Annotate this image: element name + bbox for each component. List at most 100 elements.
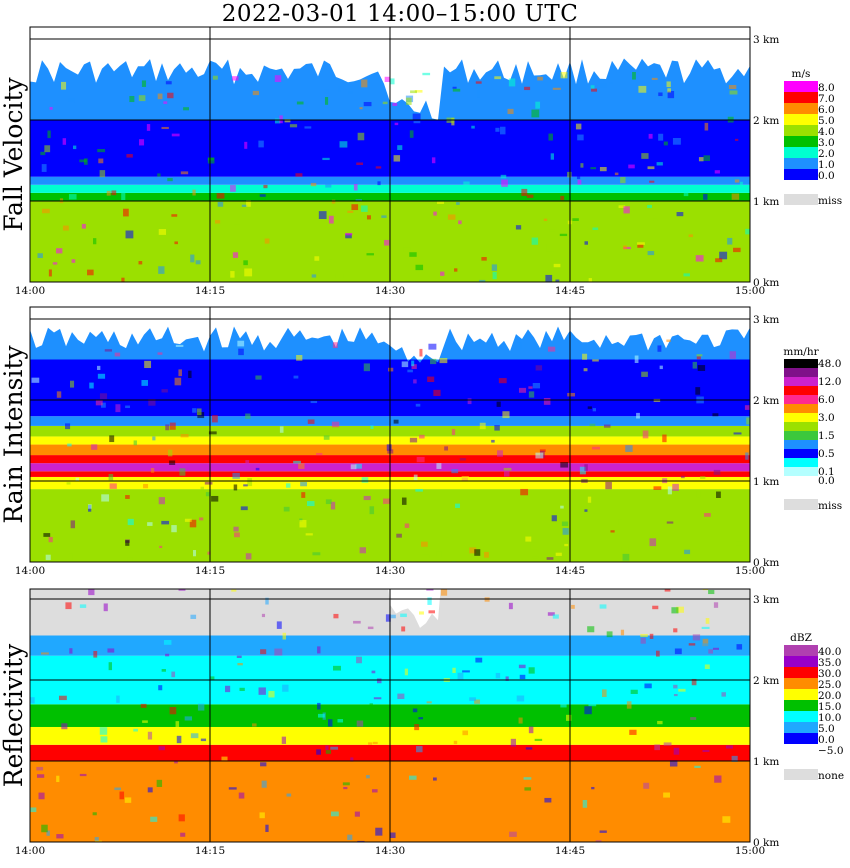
heat-speckle — [688, 234, 693, 238]
heat-speckle — [167, 449, 173, 457]
heat-speckle — [158, 746, 165, 751]
heat-speckle — [495, 672, 501, 679]
heat-speckle — [626, 701, 632, 709]
heat-speckle — [324, 88, 329, 94]
heat-speckle — [361, 477, 369, 483]
heat-speckle — [174, 377, 182, 386]
heat-speckle — [529, 796, 537, 801]
heat-speckle — [289, 124, 298, 128]
heat-speckle — [657, 345, 662, 352]
legend-missing-swatch — [784, 499, 818, 510]
heat-speckle — [163, 640, 172, 645]
heat-speckle — [356, 656, 362, 664]
heat-speckle — [721, 692, 726, 697]
legend-swatch — [784, 386, 818, 395]
heat-speckle — [169, 422, 176, 430]
heat-speckle — [676, 212, 684, 217]
heat-speckle — [584, 241, 588, 245]
heat-speckle — [304, 126, 312, 129]
heat-speckle — [571, 604, 575, 609]
panel-ylabel: Rain Intensity — [0, 344, 28, 523]
heat-speckle — [630, 689, 638, 694]
heat-speckle — [410, 90, 417, 94]
heat-speckle — [500, 126, 506, 135]
heat-speckle — [196, 408, 202, 416]
heat-speckle — [176, 735, 182, 744]
heat-speckle — [353, 184, 358, 191]
heat-speckle — [298, 463, 305, 469]
heat-speckle — [259, 194, 266, 197]
y-tick-label: 0 km — [753, 557, 779, 569]
heat-speckle — [696, 491, 701, 498]
heat-speckle — [623, 245, 627, 250]
heat-speckle — [734, 730, 742, 736]
heat-speckle — [147, 787, 153, 793]
heat-speckle — [564, 543, 569, 547]
heat-speckle — [138, 261, 143, 265]
heat-speckle — [200, 486, 205, 491]
heat-speckle — [518, 717, 523, 724]
heat-speckle — [436, 551, 442, 557]
heat-speckle — [413, 121, 421, 124]
heat-speckle — [696, 356, 701, 360]
heat-speckle — [584, 706, 592, 715]
heat-speckle — [577, 179, 582, 185]
heat-speckle — [331, 421, 340, 428]
heat-speckle — [673, 628, 678, 633]
x-tick-label: 14:15 — [195, 565, 225, 577]
heat-speckle — [233, 526, 239, 532]
legend-swatch — [784, 656, 818, 667]
heat-speckle — [640, 633, 648, 638]
heat-speckle — [157, 93, 163, 100]
legend-swatch — [784, 125, 818, 136]
heat-speckle — [715, 258, 723, 263]
legend-swatch — [784, 467, 818, 476]
heat-speckle — [48, 269, 52, 277]
legend-label: 48.0 — [818, 358, 841, 370]
heat-speckle — [664, 589, 671, 592]
heat-speckle — [148, 399, 156, 406]
heat-speckle — [729, 351, 736, 359]
heat-speckle — [714, 385, 718, 393]
legend-label: 20.0 — [818, 690, 841, 702]
heat-speckle — [722, 816, 731, 823]
heat-speckle — [100, 736, 108, 743]
heat-speckle — [452, 667, 456, 673]
heat-speckle — [232, 252, 239, 258]
legend-missing-swatch — [784, 769, 818, 780]
panel-ylabel: Fall Velocity — [0, 76, 28, 231]
legend-label: 2.0 — [818, 148, 835, 160]
heat-speckle — [696, 354, 703, 357]
heat-speckle — [531, 237, 539, 245]
heat-speckle — [587, 496, 592, 503]
legend-swatch — [784, 678, 818, 689]
heat-speckle — [147, 522, 153, 526]
heat-speckle — [369, 703, 373, 707]
legend-swatch — [784, 81, 818, 92]
heat-speckle — [592, 408, 597, 412]
heat-speckle — [284, 119, 291, 123]
heat-speckle — [330, 811, 339, 817]
heat-speckle — [116, 695, 120, 703]
heat-speckle — [157, 352, 163, 355]
heat-speckle — [691, 678, 697, 686]
heat-speckle — [463, 181, 470, 185]
heat-speckle — [274, 75, 282, 83]
heat-speckle — [652, 605, 659, 610]
heat-speckle — [180, 832, 186, 837]
heat-speckle — [669, 760, 678, 767]
heat-speckle — [567, 392, 575, 397]
heat-speckle — [214, 220, 221, 224]
heat-speckle — [642, 430, 649, 439]
heat-speckle — [396, 533, 402, 538]
heat-speckle — [127, 557, 133, 562]
heat-speckle — [729, 90, 738, 95]
heat-speckle — [453, 740, 458, 745]
heat-speckle — [457, 672, 464, 680]
heat-speckle — [629, 729, 637, 735]
heat-speckle — [317, 646, 321, 654]
heat-speckle — [339, 141, 348, 148]
heat-speckle — [350, 757, 354, 762]
heat-speckle — [667, 486, 672, 495]
heat-speckle — [440, 589, 448, 596]
